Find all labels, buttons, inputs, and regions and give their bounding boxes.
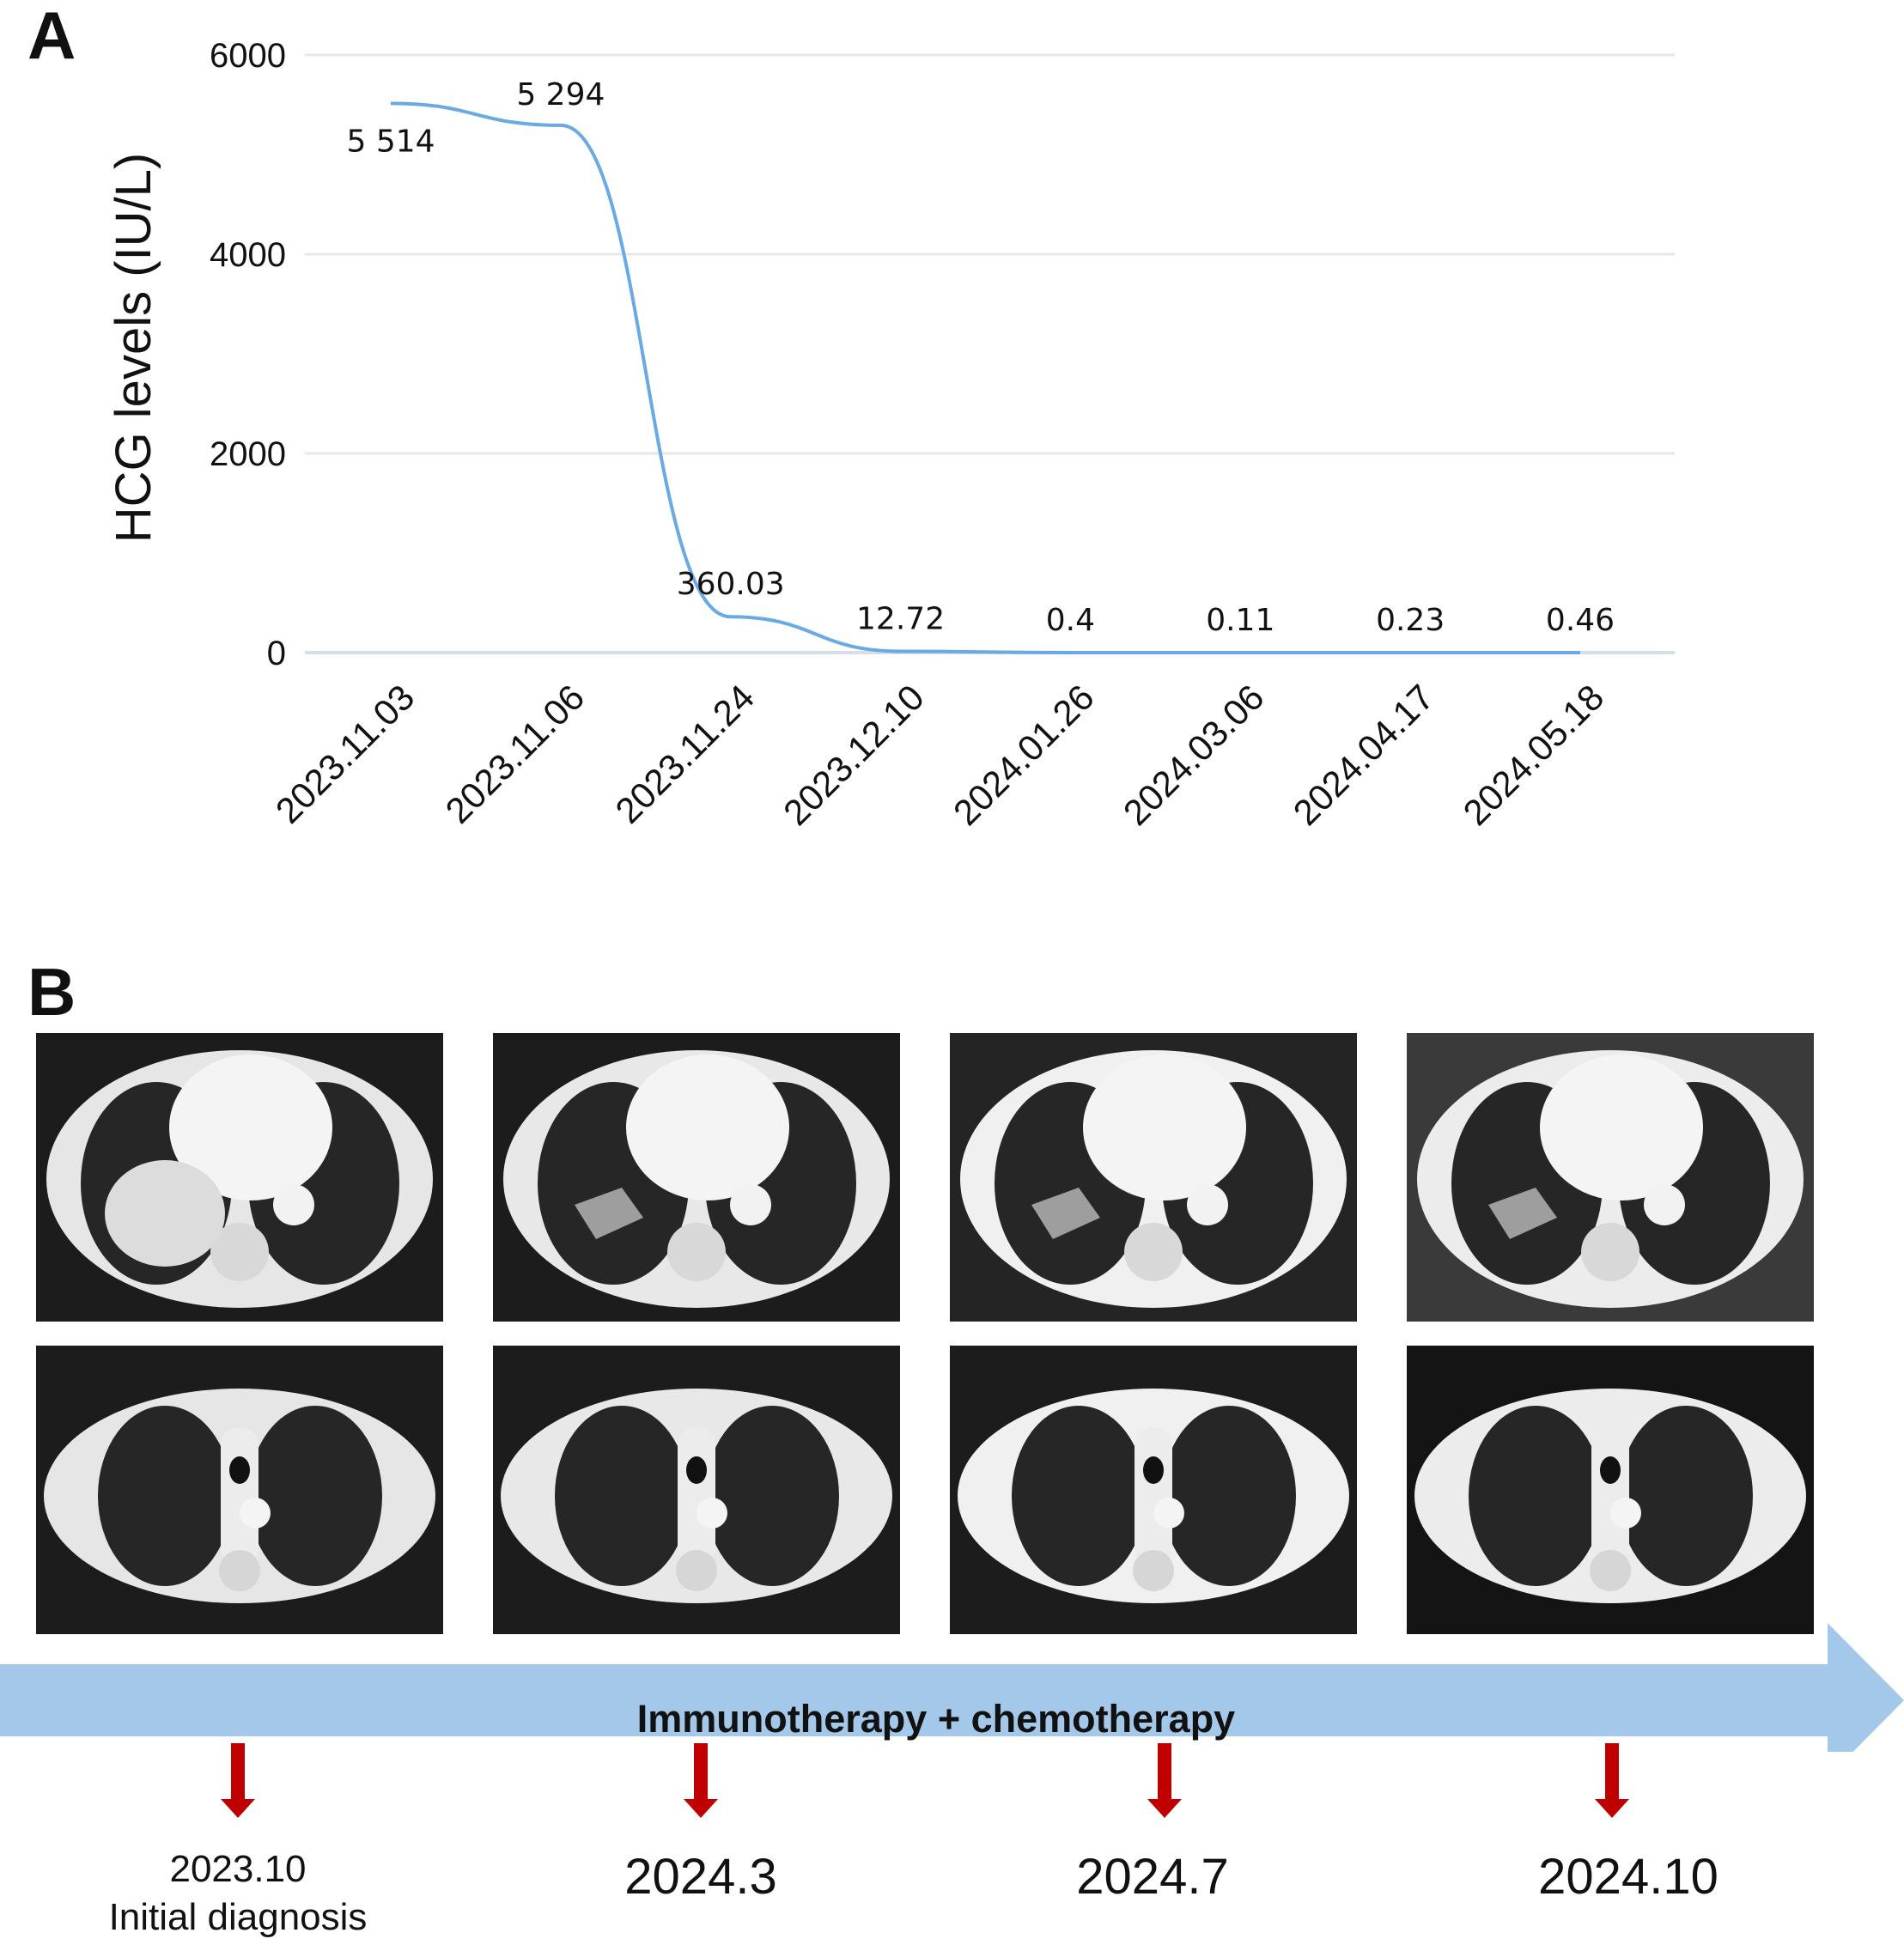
x-tick-label: 2024.01.26 (946, 677, 1102, 833)
data-labels: 5 514 5 294 360.03 12.72 0.4 0.11 0.23 0.46 (346, 77, 1615, 638)
y-axis-ticks: 0 2000 4000 6000 (210, 37, 286, 672)
y-tick-label: 4000 (210, 236, 286, 274)
ct-scan-r1-c1 (36, 1033, 443, 1322)
data-label: 0.46 (1546, 603, 1615, 638)
data-label: 0.4 (1046, 603, 1095, 638)
ct-scan-r1-c3 (950, 1033, 1357, 1322)
data-label: 12.72 (856, 602, 945, 637)
ct-scan-r2-c1 (36, 1346, 443, 1634)
ct-scan-r2-c2 (493, 1346, 900, 1634)
ct-scan-r1-c2 (493, 1033, 900, 1322)
x-tick-label: 2024.03.06 (1116, 677, 1272, 833)
ct-scan-grid (0, 1026, 1904, 1634)
timepoint-date-3: 2024.7 (1076, 1849, 1229, 1905)
timepoint-date-2: 2024.3 (624, 1849, 777, 1905)
x-tick-label: 2024.04.17 (1286, 677, 1442, 833)
x-axis-ticks: 2023.11.03 2023.11.06 2023.11.24 2023.12.10… (268, 677, 1612, 833)
data-label: 5 514 (346, 124, 435, 159)
x-tick-label: 2023.11.24 (607, 677, 762, 831)
data-label: 5 294 (516, 77, 605, 112)
hcg-line-chart: 0 2000 4000 6000 HCG levels (IU/L) 5 514 5 2… (106, 37, 1675, 833)
timeline-arrow (0, 1623, 1904, 1752)
x-tick-label: 2023.11.03 (268, 677, 423, 831)
timeline-arrow-shape (0, 1623, 1904, 1752)
data-label: 0.11 (1206, 603, 1274, 638)
timepoint-date-4: 2024.10 (1538, 1849, 1718, 1905)
series-line-hcg (390, 101, 1581, 654)
ct-scan-r2-c3 (950, 1346, 1357, 1634)
y-tick-label: 0 (267, 635, 286, 672)
gridlines (305, 53, 1675, 654)
timepoint-markers (221, 1743, 1629, 1818)
y-tick-label: 2000 (210, 435, 286, 473)
data-label: 0.23 (1376, 603, 1445, 638)
x-tick-label: 2023.11.06 (438, 677, 593, 831)
y-tick-label: 6000 (210, 37, 286, 75)
x-tick-label: 2023.12.10 (776, 677, 932, 833)
timepoint-marker-1 (221, 1743, 255, 1818)
ct-scan-r1-c4 (1407, 1033, 1814, 1322)
timepoint-note-1: Initial diagnosis (108, 1896, 368, 1938)
timepoint-date-1: 2023.10 (169, 1848, 307, 1890)
timepoint-marker-3 (1147, 1743, 1182, 1818)
y-axis-label: HCG levels (IU/L) (106, 153, 161, 543)
timeline-label: Immunotherapy + chemotherapy (636, 1697, 1236, 1741)
timepoint-marker-2 (684, 1743, 718, 1818)
treatment-timeline: Immunotherapy + chemotherapy 2023.10 Ini… (0, 1623, 1904, 1945)
timepoint-marker-4 (1595, 1743, 1629, 1818)
ct-scan-r2-c4 (1407, 1346, 1814, 1634)
panel-a-letter: A (27, 0, 76, 73)
panel-b-letter: B (27, 954, 76, 1030)
x-tick-label: 2024.05.18 (1455, 677, 1611, 833)
data-label: 360.03 (677, 567, 785, 602)
